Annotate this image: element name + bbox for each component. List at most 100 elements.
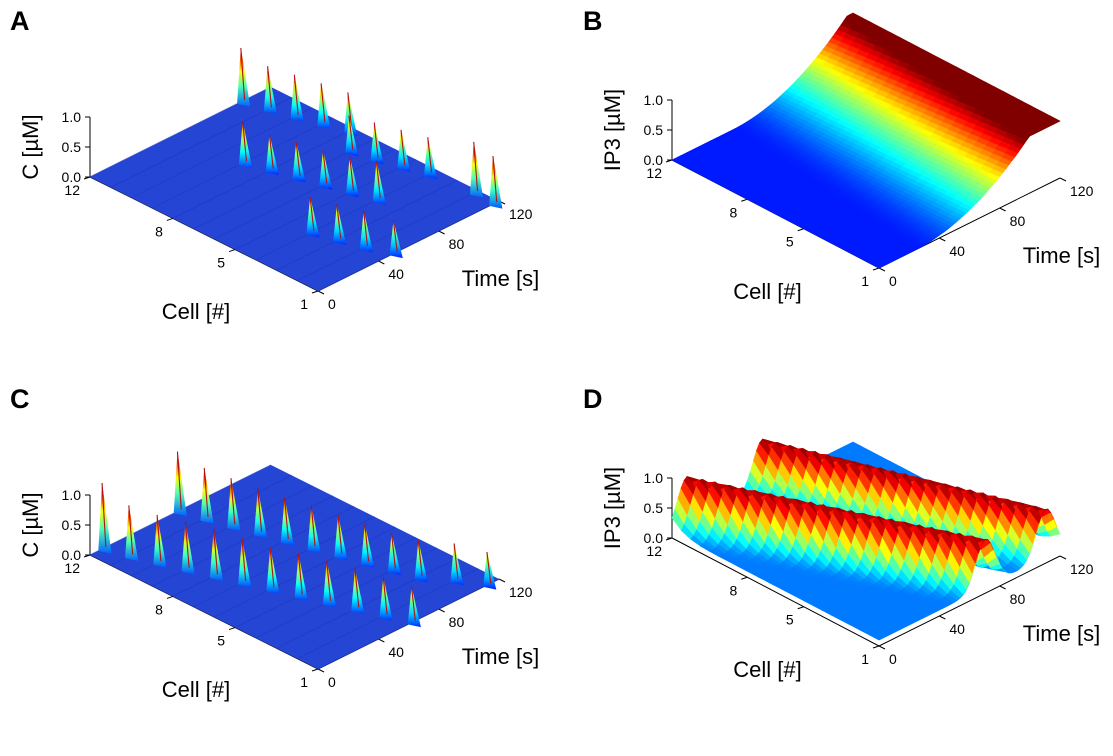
calcium-peak-shade (393, 220, 403, 259)
time-tick-mark (317, 290, 325, 295)
time-tick-label: 120 (509, 206, 533, 222)
panel-letter: B (583, 6, 603, 36)
cell-tick-label: 12 (646, 543, 662, 559)
calcium-peak-shade (401, 129, 411, 172)
calcium-peak-shade (383, 576, 393, 621)
z-axis-title: C [µM] (18, 114, 43, 179)
calcium-peak-shade (242, 121, 253, 168)
surface-base (90, 465, 499, 669)
cell-tick-mark (797, 228, 804, 232)
calcium-peak-edge (326, 560, 332, 601)
time-tick-mark (939, 237, 946, 242)
cell-tick-label: 5 (786, 612, 794, 628)
calcium-peak-edge (269, 547, 275, 588)
cell-row-ridge (234, 159, 417, 251)
calcium-peak-edge (453, 543, 459, 579)
calcium-peak-edge (176, 451, 182, 510)
cell-tick-mark (228, 249, 236, 253)
cell-row-ridge (193, 516, 375, 608)
cell-tick-mark (311, 290, 319, 294)
z-tick-label: 0.0 (62, 169, 82, 185)
time-tick-label: 80 (1010, 591, 1026, 607)
calcium-peak-edge (268, 134, 274, 169)
cell-row-ridge (297, 190, 479, 282)
calcium-peak-shade (284, 497, 294, 546)
ip3-surface-patch (902, 254, 907, 257)
time-tick-label: 0 (328, 296, 336, 312)
cell-tick-label: 8 (729, 582, 737, 598)
calcium-peak-edge (392, 220, 398, 252)
cell-axis-line (671, 537, 880, 647)
calcium-peak-shade (486, 552, 497, 590)
cell-row-ridge (172, 127, 355, 219)
time-tick-mark (999, 585, 1006, 590)
ip3-surface-patch (1053, 519, 1058, 528)
ip3-surface-patch (899, 627, 904, 630)
ip3-surface-patch (896, 257, 901, 260)
time-axis-title: Time [s] (1023, 243, 1100, 268)
calcium-peak-shade (310, 196, 320, 238)
ip3-surface-patch (893, 258, 898, 261)
z-axis-title: IP3 [µM] (600, 89, 625, 171)
ip3-surface-patch (890, 260, 895, 263)
cell-row-ridge (110, 96, 292, 188)
ip3-surface-patch (990, 543, 994, 551)
calcium-peak-edge (492, 155, 498, 203)
cell-row-ridge (317, 200, 500, 292)
calcium-peak-shade (418, 540, 428, 583)
cell-tick-mark (872, 267, 880, 271)
time-tick-label: 80 (449, 236, 465, 252)
cell-row-ridge (255, 169, 438, 261)
cell-tick-label: 12 (646, 165, 662, 181)
cell-tick-mark (228, 627, 236, 631)
calcium-peak-shade (374, 122, 384, 165)
calcium-peak-edge (427, 137, 433, 173)
ip3-surface-patch (890, 632, 895, 635)
time-tick-mark (939, 615, 946, 620)
ip3-surface-patch (1056, 120, 1061, 123)
z-tick-label: 1.0 (62, 487, 82, 503)
time-tick-label: 120 (1070, 561, 1094, 577)
time-axis-title: Time [s] (462, 266, 539, 291)
z-tick-label: 1.0 (62, 109, 82, 125)
z-tick-label: 0.0 (644, 152, 664, 168)
calcium-peak-edge (348, 115, 354, 150)
cell-tick-mark (872, 645, 880, 649)
cell-row-ridge (214, 148, 396, 240)
ip3-surface-patch (893, 630, 898, 633)
ip3-surface-patch (975, 200, 979, 205)
cell-tick-mark (741, 576, 748, 580)
ip3-surface-patch (981, 193, 985, 198)
calcium-peak-shade (364, 524, 375, 568)
time-tick-mark (378, 260, 385, 265)
time-tick-label: 80 (449, 614, 465, 630)
z-tick-label: 0.5 (644, 500, 664, 516)
calcium-peak-shade (157, 514, 167, 568)
cell-row-ridge (172, 505, 355, 597)
cell-tick-mark (83, 176, 91, 180)
cell-tick-label: 5 (786, 234, 794, 250)
calcium-peak-shade (294, 74, 304, 122)
cell-axis-title: Cell [#] (733, 657, 801, 682)
cell-tick-mark (665, 537, 673, 541)
calcium-peak-edge (410, 586, 416, 621)
ip3-surface-patch (966, 582, 970, 590)
calcium-peak-edge (213, 528, 218, 575)
time-tick-mark (438, 608, 445, 613)
cell-tick-label: 5 (217, 633, 225, 649)
calcium-peak-edge (241, 537, 247, 581)
panel-d: D 0.0 0.5 1.0 IP3 [µM] 1 5 8 12 Cell [#] 0 40 80 120… (557, 378, 1113, 756)
calcium-peak-edge (240, 47, 246, 101)
calcium-peak-edge (128, 505, 134, 555)
calcium-peak-shade (298, 554, 308, 601)
panel-c: C 0.0 0.5 1.0 C [µM] 1 5 8 12 Cell [#] 0 40 80 120 Ti… (0, 378, 556, 756)
ip3-surface-patch (993, 180, 997, 185)
calcium-peak-shade (492, 156, 503, 209)
cell-axis-title: Cell [#] (162, 677, 230, 702)
time-tick-label: 40 (388, 266, 404, 282)
z-tick-label: 0.5 (62, 517, 82, 533)
calcium-peak-shade (321, 83, 331, 129)
ip3-surface-patch (999, 564, 1003, 570)
calcium-peak-edge (320, 83, 326, 123)
calcium-peak-shade (338, 514, 348, 561)
